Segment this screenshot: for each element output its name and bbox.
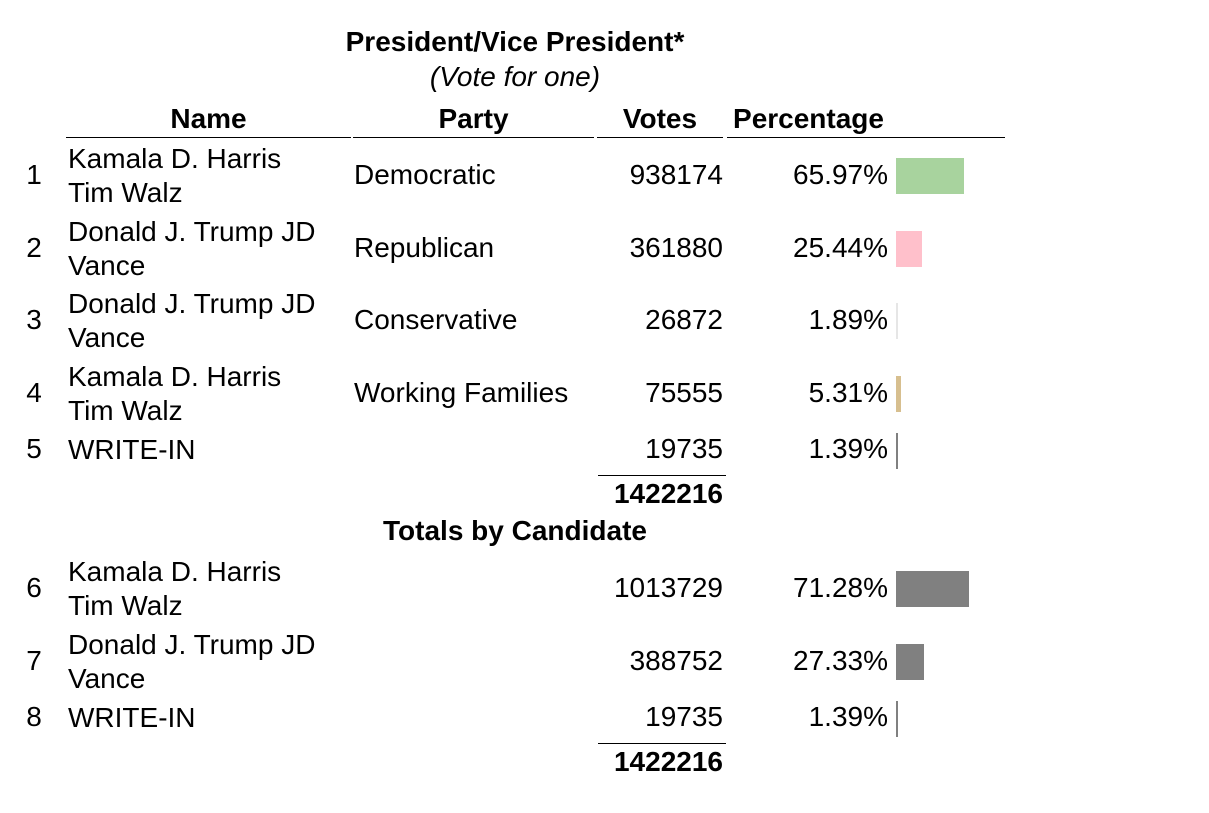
vote-count: 361880 [629,232,723,263]
candidate-name: Donald J. Trump JD Vance [68,215,348,283]
header-divider-percentage [727,137,1005,138]
candidate-name: Donald J. Trump JD Vance [68,287,348,355]
row-number: 2 [26,232,42,263]
vote-count: 388752 [629,645,723,676]
header-percentage: Percentage [733,103,884,134]
percentage-bar [896,158,964,194]
vote-percentage: 1.89% [808,304,888,335]
total-divider [598,475,726,476]
contest-title: President/Vice President* [345,26,685,57]
candidate-name-line1: Kamala D. Harris [68,143,282,174]
candidate-name: Donald J. Trump JD Vance [68,628,348,696]
percentage-bar [896,644,924,680]
party-name: Conservative [354,304,518,335]
total-divider [598,743,726,744]
vote-percentage: 5.31% [808,377,888,408]
vote-percentage: 27.33% [793,645,888,676]
vote-count: 1013729 [613,572,723,603]
candidate-name-line1: Kamala D. Harris [68,556,282,587]
votes-total: 1422216 [613,746,723,777]
party-name: Working Families [354,377,569,408]
candidate-name: WRITE-IN [68,701,348,735]
section-title: Totals by Candidate [383,515,647,546]
vote-count: 26872 [645,304,723,335]
party-name: Democratic [354,159,496,190]
candidate-name: WRITE-IN [68,433,348,467]
candidate-name-line1: Donald J. Trump JD [68,216,316,247]
contest-subtitle: (Vote for one) [429,61,601,92]
percentage-bar [896,571,969,607]
percentage-bar [896,376,901,412]
row-number: 8 [26,701,42,732]
votes-total: 1422216 [613,478,723,509]
vote-percentage: 25.44% [793,232,888,263]
candidate-name-line1: Donald J. Trump JD [68,288,316,319]
candidate-name: Kamala D. Harris Tim Walz [68,555,348,623]
vote-count: 19735 [645,433,723,464]
row-number: 1 [26,159,42,190]
candidate-name-line2: Tim Walz [68,395,183,426]
candidate-name-line1: Kamala D. Harris [68,361,282,392]
row-number: 5 [26,433,42,464]
candidate-name-line2: Tim Walz [68,177,183,208]
vote-percentage: 1.39% [808,701,888,732]
percentage-bar [896,701,898,737]
row-number: 4 [26,377,42,408]
row-number: 6 [26,572,42,603]
vote-count: 938174 [629,159,723,190]
vote-percentage: 1.39% [808,433,888,464]
candidate-name-line2: Vance [68,663,146,694]
header-name: Name [170,103,247,134]
row-number: 3 [26,304,42,335]
candidate-name-line2: Vance [68,250,146,281]
vote-count: 19735 [645,701,723,732]
candidate-name: Kamala D. Harris Tim Walz [68,360,348,428]
header-divider-name [66,137,351,138]
candidate-name-line1: WRITE-IN [68,434,196,465]
row-number: 7 [26,645,42,676]
candidate-name-line1: Donald J. Trump JD [68,629,316,660]
vote-percentage: 71.28% [793,572,888,603]
party-name: Republican [354,232,495,263]
candidate-name-line2: Vance [68,322,146,353]
percentage-bar [896,433,898,469]
percentage-bar [896,231,922,267]
header-divider-party [353,137,594,138]
header-votes: Votes [622,103,698,134]
vote-percentage: 65.97% [793,159,888,190]
vote-count: 75555 [645,377,723,408]
percentage-bar [896,303,898,339]
candidate-name-line2: Tim Walz [68,590,183,621]
header-divider-votes [597,137,723,138]
candidate-name-line1: WRITE-IN [68,702,196,733]
header-party: Party [438,103,509,134]
candidate-name: Kamala D. Harris Tim Walz [68,142,348,210]
